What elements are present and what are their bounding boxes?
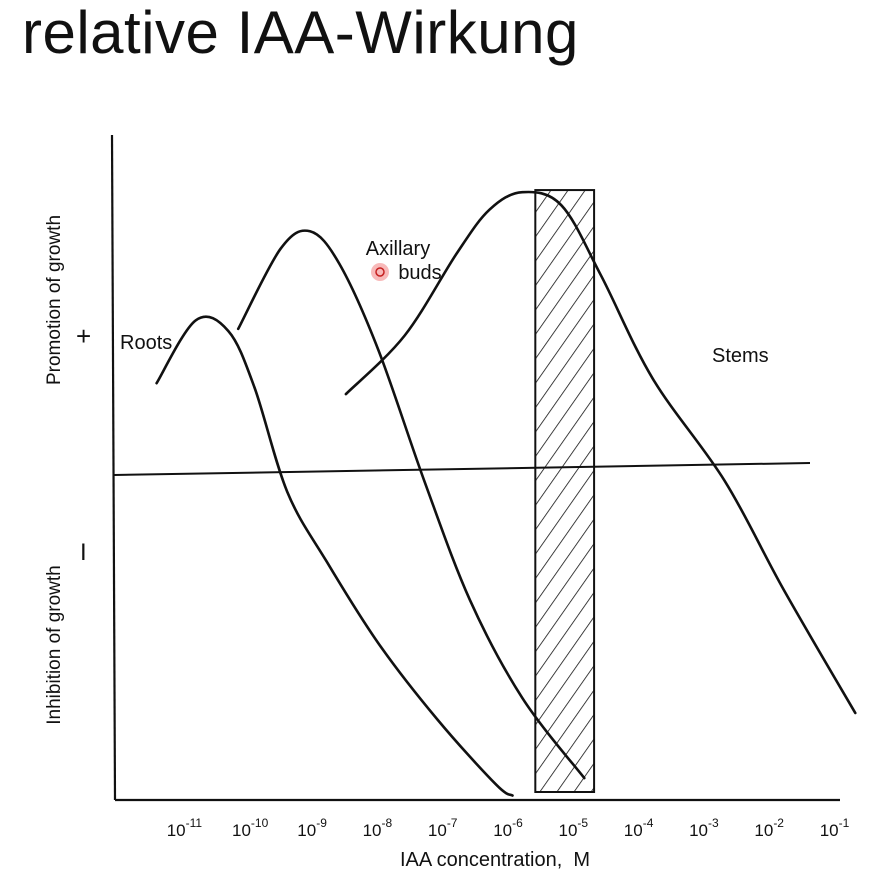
svg-text:10-1: 10-1 [820, 816, 850, 840]
x-tick-label-6: 10-5 [559, 816, 589, 840]
svg-text:10-4: 10-4 [624, 816, 654, 840]
x-tick-label-8: 10-3 [689, 816, 719, 840]
svg-text:10-10: 10-10 [232, 816, 269, 840]
svg-text:10-2: 10-2 [754, 816, 784, 840]
x-tick-label-2: 10-9 [297, 816, 327, 840]
y-minus-symbol: I [80, 539, 87, 566]
curve-stems [344, 190, 857, 715]
slide-title: relative IAA-Wirkung [22, 0, 579, 66]
y-axis [110, 134, 117, 801]
svg-text:10-7: 10-7 [428, 816, 458, 840]
x-tick-label-5: 10-6 [493, 816, 523, 840]
svg-text:10-6: 10-6 [493, 816, 523, 840]
series-label-axillary: Axillary buds [366, 238, 442, 284]
x-tick-label-1: 10-10 [232, 816, 269, 840]
curve-axillary [236, 229, 586, 780]
series-label-roots: Roots [120, 332, 172, 354]
optimal-range-band [534, 189, 596, 793]
cursor-marker [371, 263, 389, 281]
x-axis-label: IAA concentration, M [400, 849, 590, 871]
y-label-inhibition: Inhibition of growth [44, 565, 65, 725]
svg-text:10-8: 10-8 [363, 816, 393, 840]
series-label-stems: Stems [712, 345, 769, 367]
y-label-promotion: Promotion of growth [44, 215, 65, 385]
y-plus-symbol: + [76, 321, 91, 351]
x-tick-label-9: 10-2 [754, 816, 784, 840]
svg-text:10-3: 10-3 [689, 816, 719, 840]
svg-text:10-11: 10-11 [167, 816, 203, 840]
x-tick-label-4: 10-7 [428, 816, 458, 840]
svg-text:10-9: 10-9 [297, 816, 327, 840]
x-tick-label-3: 10-8 [363, 816, 393, 840]
svg-text:10-5: 10-5 [559, 816, 589, 840]
zero-baseline [113, 462, 811, 476]
curve-roots [155, 315, 514, 797]
x-tick-label-0: 10-11 [167, 816, 203, 840]
x-tick-label-7: 10-4 [624, 816, 654, 840]
x-tick-label-10: 10-1 [820, 816, 850, 840]
